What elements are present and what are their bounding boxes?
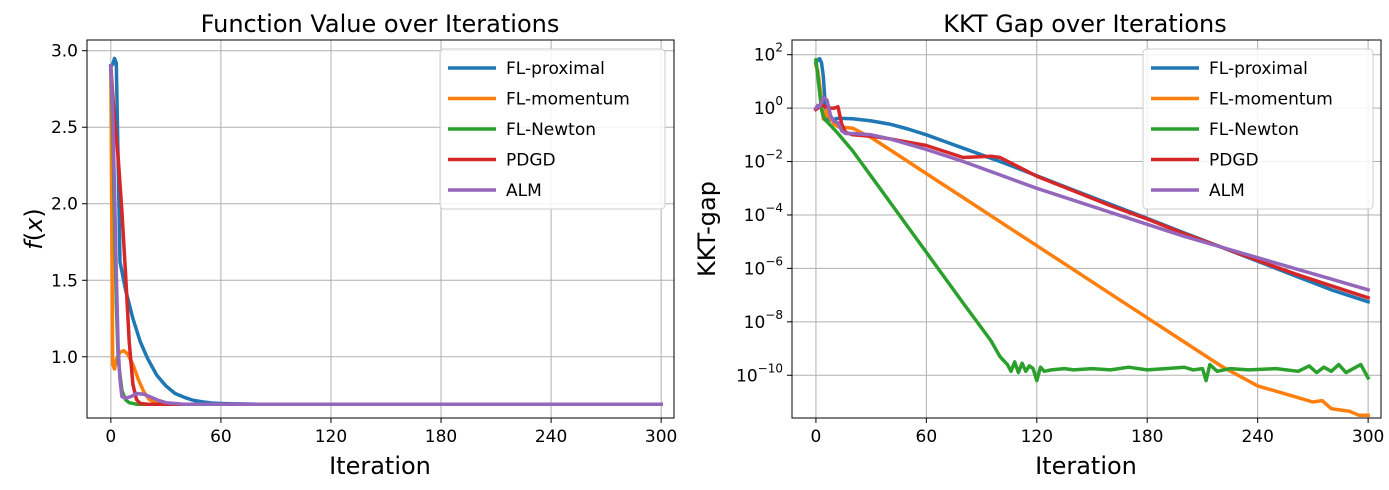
y-tick-label: 2.5 bbox=[51, 118, 78, 138]
x-tick-label: 300 bbox=[1352, 427, 1384, 447]
x-tick-label: 300 bbox=[645, 427, 677, 447]
panel-function-value: Function Value over Iterations 0 60 120 180… bbox=[20, 10, 677, 480]
legend-label: PDGD bbox=[1209, 151, 1259, 171]
legend-box bbox=[1142, 48, 1374, 210]
series-line-fl-momentum bbox=[813, 63, 1370, 418]
series-line-alm bbox=[813, 95, 1371, 292]
chart-title: Function Value over Iterations bbox=[201, 10, 560, 38]
x-tick-label: 0 bbox=[811, 427, 822, 447]
series-line-pdgd bbox=[108, 64, 663, 406]
legend-label: FL-proximal bbox=[1209, 59, 1308, 79]
legend-label: ALM bbox=[506, 181, 542, 201]
series-group bbox=[813, 56, 1371, 418]
y-tick-label: 10−4 bbox=[744, 201, 783, 226]
legend-label: FL-Newton bbox=[506, 120, 596, 140]
y-tick-label: 10−10 bbox=[736, 361, 783, 386]
y-tick-label: 1.5 bbox=[51, 271, 78, 291]
x-tick-label: 240 bbox=[535, 427, 567, 447]
tick-labels: 0 60 120 180 240 300 1.0 1.5 2.0 2.5 3.0 bbox=[51, 42, 677, 447]
y-tick-label: 10−8 bbox=[744, 308, 783, 333]
legend-label: ALM bbox=[1209, 181, 1245, 201]
legend-label: FL-momentum bbox=[1209, 90, 1333, 110]
x-tick-label: 120 bbox=[315, 427, 347, 447]
x-tick-label: 180 bbox=[1131, 427, 1163, 447]
series-line-fl-newton bbox=[813, 58, 1371, 383]
y-tick-label: 100 bbox=[754, 94, 783, 119]
y-tick-label: 2.0 bbox=[51, 195, 78, 215]
y-tick-label: 3.0 bbox=[51, 42, 78, 62]
y-tick-label: 10−6 bbox=[744, 254, 783, 279]
y-tick-label: 102 bbox=[754, 41, 783, 66]
y-tick-label: 1.0 bbox=[51, 348, 78, 368]
y-tick-label: 10−2 bbox=[744, 148, 783, 173]
y-axis-label: f(x) bbox=[20, 208, 48, 249]
legend-label: PDGD bbox=[506, 151, 556, 171]
series-line-alm bbox=[108, 64, 663, 406]
legend: FL-proximal FL-momentum FL-Newton PDGD ALM bbox=[1142, 48, 1374, 210]
x-tick-label: 180 bbox=[425, 427, 457, 447]
legend: FL-proximal FL-momentum FL-Newton PDGD ALM bbox=[439, 48, 666, 210]
legend-box bbox=[439, 48, 666, 210]
plot-frame bbox=[86, 39, 675, 419]
tick-labels: 0 60 120 180 240 300 102 100 10−2 10−4 10−6 10−8 10−… bbox=[736, 41, 1384, 447]
legend-label: FL-momentum bbox=[506, 90, 630, 110]
legend-label: FL-proximal bbox=[506, 59, 605, 79]
legend-label: FL-Newton bbox=[1209, 120, 1299, 140]
x-tick-label: 240 bbox=[1241, 427, 1273, 447]
x-tick-label: 120 bbox=[1021, 427, 1053, 447]
x-tick-label: 0 bbox=[105, 427, 116, 447]
x-tick-label: 60 bbox=[210, 427, 232, 447]
y-axis-label: KKT-gap bbox=[693, 181, 721, 277]
panel-kkt-gap: KKT Gap over Iterations 0 60 120 180 240 300 1… bbox=[693, 10, 1384, 480]
series-group bbox=[108, 56, 663, 406]
x-axis-label: Iteration bbox=[329, 452, 431, 480]
x-tick-label: 60 bbox=[916, 427, 938, 447]
chart-title: KKT Gap over Iterations bbox=[943, 10, 1227, 38]
plot-frame bbox=[791, 39, 1382, 419]
x-axis-label: Iteration bbox=[1035, 452, 1137, 480]
